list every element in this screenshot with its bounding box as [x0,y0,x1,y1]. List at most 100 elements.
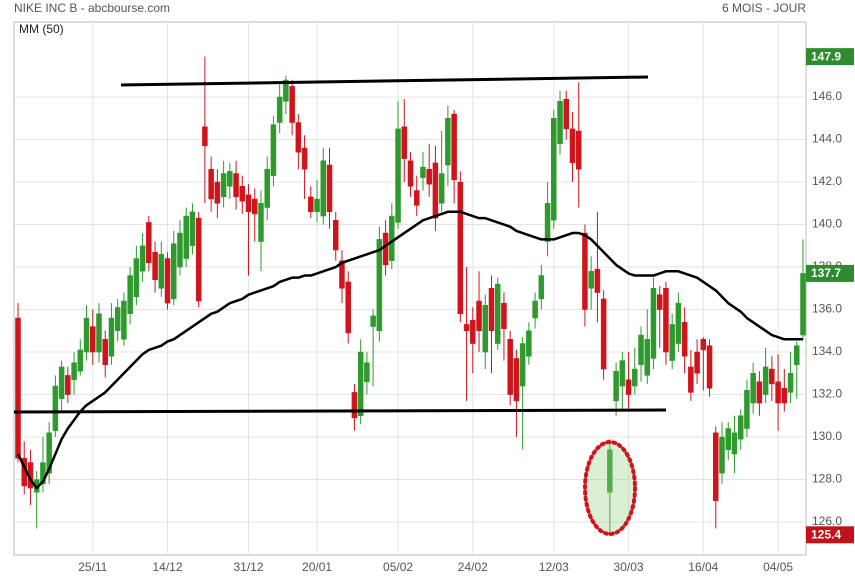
candle-body [326,164,333,213]
candle-body [233,173,239,198]
x-tick-label: 25/11 [78,560,107,574]
candle-body [389,215,395,261]
candle-body [762,366,769,395]
candle-body [264,169,270,208]
candle-body [544,203,551,242]
candle-body [756,381,763,404]
candle-body [656,294,663,310]
candle-body [737,415,744,440]
candle-body [563,98,570,130]
period: 6 MOIS - JOUR [722,1,806,15]
candle-body [214,181,221,204]
candle-body [270,124,277,176]
candle-body [301,147,308,170]
candle-body [395,128,401,223]
marks [15,56,806,535]
candle-body [102,339,108,366]
candle-body [376,239,383,332]
candle-body [114,307,121,332]
support-line [13,408,667,414]
candle-body [800,273,806,336]
candle-body [90,326,96,353]
x-tick-label: 20/01 [302,560,332,574]
candle-body [470,319,476,344]
candle-body [513,358,520,402]
candle-body [582,232,588,310]
candle-body [158,254,165,289]
y-tick-label: 136.0 [812,302,842,316]
candle-body [575,130,582,170]
candle-body [258,203,264,242]
price-badge-label: 137.7 [811,266,841,280]
candle-body [420,166,426,179]
candle-body [588,271,594,289]
y-tick-label: 144.0 [812,132,842,146]
candle-body [65,375,71,395]
candle-body [507,339,513,395]
candle-body [794,345,800,366]
candle-body [202,126,208,147]
candle-body [644,339,650,376]
candle-body [532,300,538,319]
resistance-line [120,75,649,87]
candle-body [127,275,133,315]
candle-body [83,317,90,353]
candle-body [314,198,320,213]
candle-body [501,302,507,329]
candle-body [650,288,657,359]
grid [14,22,806,555]
candle-body [96,313,102,353]
candle-body [607,449,613,493]
y-tick-label: 140.0 [812,217,842,231]
candle-body [283,79,289,102]
candle-body [526,330,532,357]
candle-body [519,343,526,387]
candle-body [632,368,638,387]
candle-body [594,268,601,293]
candle-body [476,300,482,332]
candle-body [775,381,781,404]
candle-body [438,173,445,204]
candle-body [133,258,140,298]
candle-body [569,128,576,164]
price-badge [806,48,854,66]
candle-body [289,86,295,123]
candle-body [538,275,545,300]
candle-body [625,379,632,395]
candle-body [694,351,700,374]
candle-body [744,390,750,429]
candle-body [195,217,202,302]
y-tick-label: 146.0 [812,89,842,103]
candle-body [463,324,470,332]
highlight-ellipse [583,440,637,536]
candle-body [164,258,171,304]
candle-body [669,324,675,361]
candle-body [619,360,626,387]
x-tick-label: 05/02 [383,560,413,574]
candle-body [276,96,283,123]
candle-body [750,373,756,404]
candle-body [457,181,464,315]
candle-body [769,368,775,385]
candle-body [177,232,183,268]
candle-body [551,118,557,221]
candle-body [40,462,46,485]
candle-body [706,345,713,389]
x-tick-label: 16/04 [688,560,718,574]
candle-body [46,432,52,474]
candle-body [320,160,327,217]
candle-body [183,215,189,259]
y-tick-label: 132.0 [812,387,842,401]
x-tick-label: 24/02 [458,560,488,574]
candle-body [725,428,731,451]
candle-body [251,198,258,215]
candle-body [370,315,376,327]
candle-body [364,362,370,383]
candle-body [146,222,152,264]
y-tick-label: 130.0 [812,429,842,443]
candle-body [357,351,364,417]
candle-body [189,211,196,247]
candle-body [239,186,246,202]
